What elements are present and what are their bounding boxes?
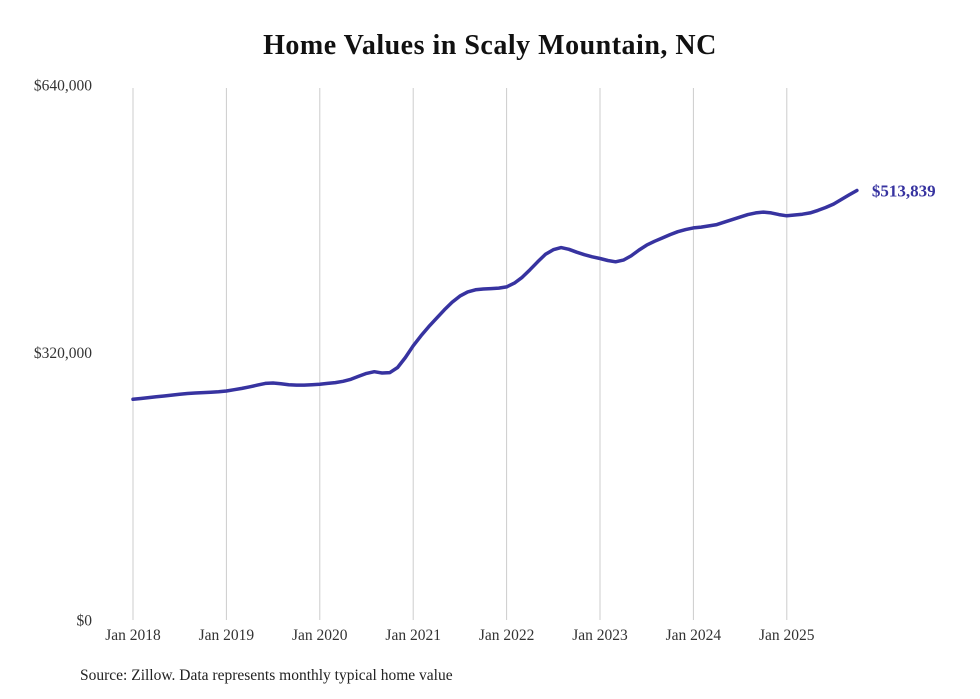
end-value-label: $513,839 (872, 181, 936, 200)
x-tick-label: Jan 2025 (759, 627, 815, 644)
x-tick-label: Jan 2022 (479, 627, 535, 644)
x-tick-label: Jan 2024 (666, 627, 722, 644)
y-tick-label: $640,000 (34, 78, 92, 95)
chart-title: Home Values in Scaly Mountain, NC (263, 30, 717, 61)
x-tick-label: Jan 2019 (199, 627, 255, 644)
x-tick-label: Jan 2018 (105, 627, 161, 644)
y-tick-label: $0 (77, 613, 93, 630)
x-tick-label: Jan 2021 (385, 627, 441, 644)
source-note: Source: Zillow. Data represents monthly … (80, 667, 453, 684)
y-tick-label: $320,000 (34, 345, 92, 362)
home-value-line-series (131, 188, 859, 402)
x-tick-label: Jan 2023 (572, 627, 628, 644)
x-tick-label: Jan 2020 (292, 627, 348, 644)
